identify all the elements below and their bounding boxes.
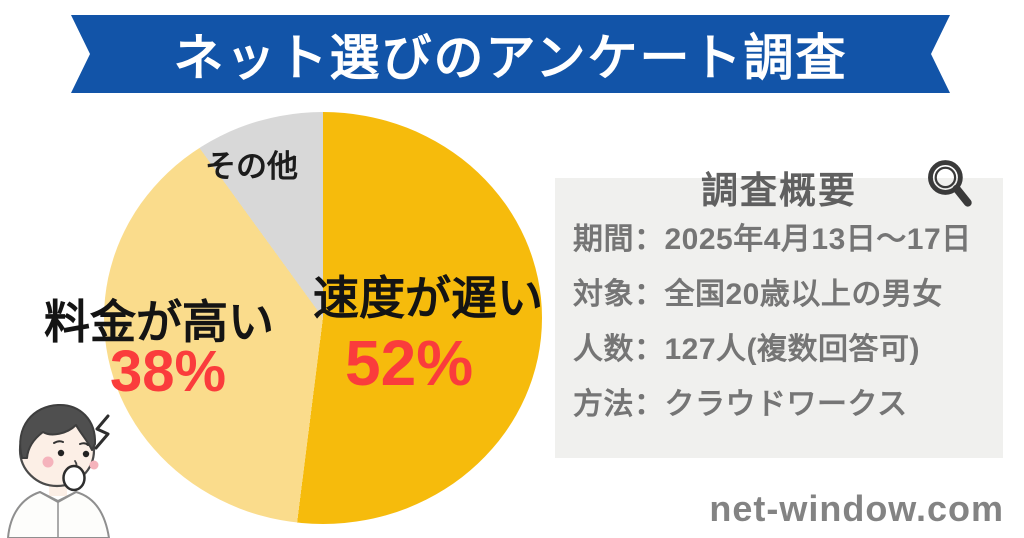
site-watermark: net-window.com [709, 488, 1004, 529]
survey-row-period: 期間：2025年4月13日〜17日 [573, 223, 972, 256]
survey-row-target: 対象：全国20歳以上の男女 [573, 278, 943, 311]
pie-label-speed: 速度が遅い [313, 272, 543, 324]
banner-title: ネット選びのアンケート調査 [173, 30, 848, 86]
survey-rows: 期間：2025年4月13日〜17日 対象：全国20歳以上の男女 人数：127人(… [573, 212, 995, 432]
character-eyebrow-right [79, 442, 89, 446]
character-blush-right [89, 460, 99, 470]
survey-row-method: 方法：クラウドワークス [573, 388, 908, 421]
pie-value-speed: 52% [345, 327, 474, 399]
character-eyebrow-left [53, 440, 64, 444]
pie-label-price: 料金が高い [44, 296, 274, 348]
character-blush-left [42, 456, 54, 468]
pie-label-other: その他 [205, 149, 298, 184]
surprise-mark-icon [94, 414, 110, 450]
surprised-man-illustration [7, 403, 110, 538]
title-banner: ネット選びのアンケート調査 [71, 15, 950, 93]
pie-value-price: 38% [110, 339, 227, 404]
character-eye-left [57, 449, 65, 457]
character-eye-right [82, 450, 90, 458]
magnifier-icon [928, 160, 972, 207]
survey-overview-box: 調査概要 期間：2025年4月13日〜17日 対象：全国20歳以上の男女 人数：… [555, 160, 1003, 458]
character-hair [19, 403, 97, 459]
survey-title: 調査概要 [701, 170, 857, 211]
survey-row-count: 人数：127人(複数回答可) [573, 333, 921, 366]
character-mouth [62, 464, 86, 492]
pie-chart [104, 112, 542, 524]
